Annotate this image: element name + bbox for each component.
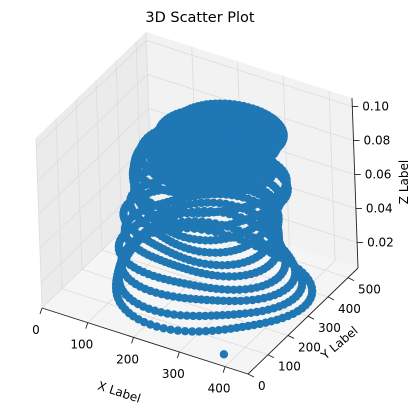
- data-point: [163, 309, 172, 318]
- z-tick-label: 0.02: [367, 236, 394, 250]
- grid-line-y: [95, 80, 309, 317]
- data-points: [111, 99, 317, 359]
- y-axis-line: [247, 267, 359, 375]
- data-point: [182, 311, 192, 320]
- grid-line-z: [36, 40, 353, 147]
- x-tick-mark: [222, 366, 226, 373]
- data-point: [169, 310, 179, 319]
- data-point: [159, 324, 168, 333]
- data-point: [264, 206, 273, 215]
- y-tick-label: 100: [278, 360, 301, 374]
- x-tick-label: 400: [208, 382, 231, 396]
- data-point: [209, 198, 218, 207]
- data-point: [266, 195, 276, 204]
- data-point: [215, 199, 224, 208]
- y-tick-mark: [247, 373, 255, 378]
- data-point: [219, 350, 229, 359]
- data-point: [201, 327, 210, 336]
- data-point: [194, 327, 204, 336]
- z-tick-label: 0.10: [362, 100, 389, 114]
- data-point: [173, 326, 183, 335]
- grid-line-z: [37, 74, 354, 181]
- grid-line-x: [224, 90, 336, 367]
- data-point: [224, 296, 234, 306]
- data-point: [156, 308, 166, 317]
- y-tick-label: 0: [258, 379, 266, 393]
- x-tick-mark: [131, 337, 134, 344]
- grid-line-z: [38, 108, 355, 215]
- data-point: [180, 327, 190, 336]
- data-point: [188, 311, 198, 321]
- data-point: [176, 311, 185, 320]
- data-point: [195, 311, 204, 321]
- x-axis-line: [41, 307, 249, 375]
- data-point: [258, 217, 268, 226]
- axis-lines: [41, 97, 359, 375]
- x-tick-label: 100: [70, 338, 93, 352]
- data-point: [258, 229, 267, 238]
- data-point: [270, 254, 279, 264]
- data-point: [208, 326, 217, 335]
- y-tick-label: 300: [318, 321, 341, 335]
- x-tick-label: 200: [116, 352, 139, 366]
- x-axis-label: X Label: [96, 379, 143, 406]
- x-tick-mark: [85, 322, 89, 329]
- z-tick-label: 0.08: [364, 134, 391, 148]
- data-point: [214, 326, 223, 335]
- data-point: [223, 285, 232, 294]
- data-point: [203, 198, 212, 207]
- data-point: [201, 311, 210, 321]
- data-point: [230, 296, 240, 306]
- y-tick-label: 200: [298, 340, 321, 354]
- data-point: [188, 327, 197, 336]
- data-point: [197, 217, 207, 226]
- y-tick-mark: [327, 296, 335, 301]
- data-point: [264, 241, 273, 251]
- data-point: [152, 322, 161, 331]
- left-pane: [36, 32, 152, 308]
- z-axis-label: Z Label: [397, 160, 411, 204]
- z-tick-label: 0.06: [365, 168, 392, 182]
- data-point: [146, 320, 155, 329]
- y-tick-label: 500: [358, 283, 381, 297]
- y-tick-mark: [307, 315, 315, 320]
- data-point: [229, 285, 238, 294]
- y-tick-mark: [347, 277, 355, 282]
- z-axis-line: [351, 97, 359, 269]
- x-tick-mark: [176, 351, 180, 359]
- data-point: [288, 309, 298, 318]
- data-point: [282, 283, 292, 293]
- data-point: [257, 173, 266, 182]
- data-point: [276, 270, 285, 280]
- x-tick-label: 0: [32, 323, 40, 337]
- z-tick-label: 0.04: [366, 202, 393, 216]
- data-point: [166, 325, 175, 334]
- y-tick-mark: [267, 354, 275, 359]
- x-tick-label: 300: [162, 367, 185, 381]
- y-tick-mark: [287, 335, 295, 339]
- data-point: [272, 144, 281, 154]
- data-point: [191, 217, 200, 226]
- chart-title: 3D Scatter Plot: [145, 10, 255, 26]
- x-tick-mark: [39, 307, 43, 315]
- y-tick-label: 400: [338, 302, 361, 316]
- data-point: [284, 297, 293, 307]
- tick-labels: 0 100 200 300 400 0 100 200 300 400 500 0.02 0.04 0.0…: [32, 100, 394, 396]
